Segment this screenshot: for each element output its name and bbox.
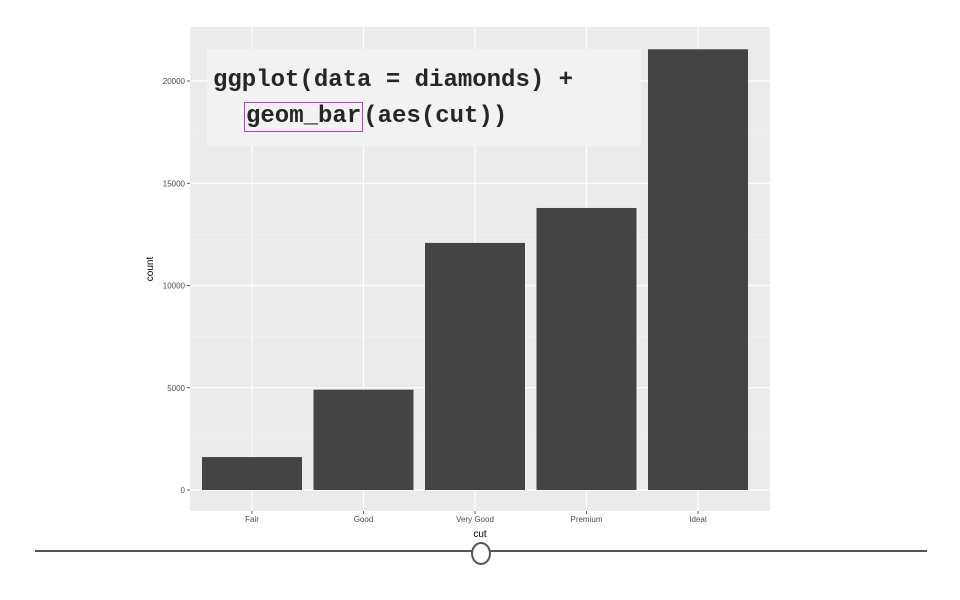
y-tick-label: 10000 (163, 282, 186, 291)
x-tick-label: Ideal (689, 515, 707, 524)
y-axis-title: count (145, 257, 156, 282)
x-axis-ticks: Fair Good Very Good Premium Ideal (245, 511, 707, 524)
bar-good (313, 389, 414, 490)
bars-group (202, 49, 748, 491)
x-tick-label: Good (354, 515, 374, 524)
x-tick-label: Fair (245, 515, 259, 524)
code-line-2-rest: (aes(cut)) (363, 103, 508, 130)
bar-ideal (648, 49, 748, 491)
y-tick-label: 5000 (167, 384, 185, 393)
geom-bar-highlight: geom_bar (244, 102, 364, 132)
slider-handle[interactable] (471, 542, 491, 565)
x-tick-label: Premium (570, 515, 602, 524)
bar-fair (202, 457, 302, 490)
y-tick-label: 20000 (163, 77, 186, 86)
x-tick-label: Very Good (456, 515, 494, 524)
code-line-2: geom_bar(aes(cut)) (244, 102, 508, 132)
code-overlay: ggplot(data = diamonds) + geom_bar(aes(c… (207, 49, 641, 146)
y-axis-ticks: 0 5000 10000 15000 20000 (163, 77, 190, 495)
bar-very-good (425, 242, 525, 490)
code-line-1: ggplot(data = diamonds) + (213, 67, 574, 94)
y-tick-label: 0 (181, 486, 186, 495)
y-tick-label: 15000 (163, 179, 186, 188)
x-axis-title: cut (473, 529, 487, 540)
bar-premium (536, 207, 637, 490)
